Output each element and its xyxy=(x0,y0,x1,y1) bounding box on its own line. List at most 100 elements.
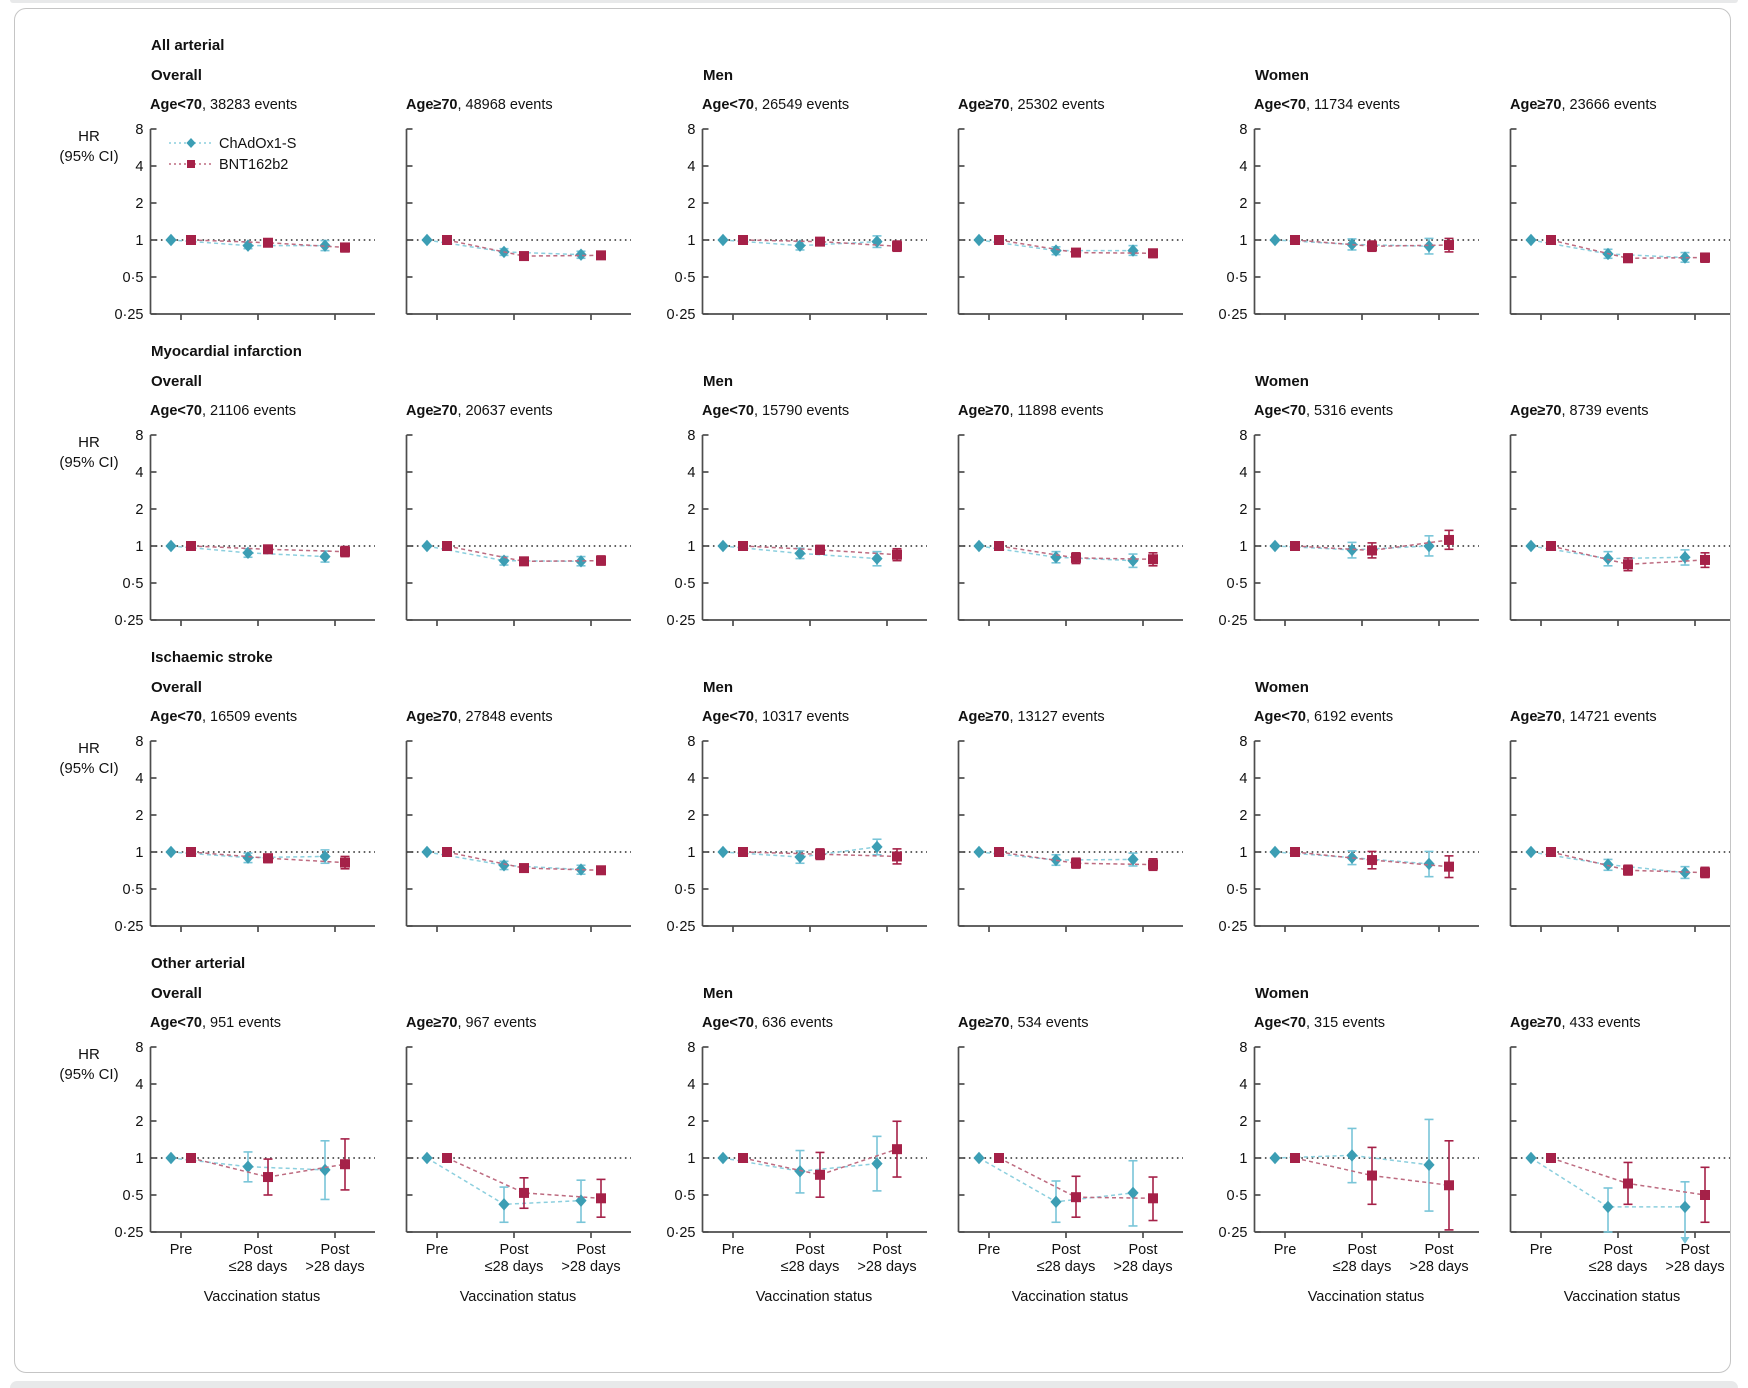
panel-header: Age≥70, 8739 events xyxy=(1509,403,1730,429)
panel-age-label: Age≥70 xyxy=(406,709,458,725)
x-tick-label: Post xyxy=(1128,1242,1157,1258)
marker-square-BNT162b2 xyxy=(519,1187,529,1198)
panel-header: Age<70, 26549 events xyxy=(701,97,927,123)
y-tick-label: 0·25 xyxy=(114,1225,143,1241)
x-tick-label: Post xyxy=(1051,1242,1080,1258)
marker-diamond-ChAdOx1-S xyxy=(421,539,433,553)
x-tick-label: ≤28 days xyxy=(1589,1259,1648,1275)
panel-age-label: Age<70 xyxy=(1254,403,1306,419)
chart-svg: 8 4 2 1 0·5 0·25 xyxy=(666,734,927,935)
marker-square-BNT162b2 xyxy=(1367,545,1377,556)
x-tick-label: >28 days xyxy=(561,1259,620,1275)
panel-header: Age<70, 15790 events xyxy=(701,403,927,429)
chart-panel: Age<70, 315 events 8 4 2 1 0·5 0·25 Pre Post ≤28 … xyxy=(1218,1015,1479,1305)
marker-square-BNT162b2 xyxy=(994,235,1004,245)
marker-square-BNT162b2 xyxy=(738,847,748,857)
panel-events-label: , 315 events xyxy=(1306,1015,1385,1031)
row-title: Other arterial xyxy=(151,955,246,972)
y-tick-label: 0·25 xyxy=(666,919,695,935)
y-tick-label: 8 xyxy=(135,734,143,750)
y-tick-label: 2 xyxy=(687,1114,695,1130)
y-axis-title: HR (95% CI) xyxy=(59,1046,119,1083)
y-tick-label: 8 xyxy=(687,1040,695,1056)
chart-panel: Age≥70, 967 events Pre Post ≤28 days Post >28… xyxy=(405,1015,631,1305)
marker-square-BNT162b2 xyxy=(1623,253,1633,264)
x-axis-title: Vaccination status xyxy=(1011,1289,1129,1305)
y-tick-label: 8 xyxy=(135,122,143,138)
marker-square-BNT162b2 xyxy=(442,235,452,245)
marker-diamond-ChAdOx1-S xyxy=(1602,858,1614,871)
x-axis-title: Vaccination status xyxy=(1563,1289,1681,1305)
group-title: Overall xyxy=(151,67,202,84)
marker-square-BNT162b2 xyxy=(340,242,350,253)
marker-square-BNT162b2 xyxy=(186,1153,196,1163)
marker-square-BNT162b2 xyxy=(1546,235,1556,245)
panel-events-label: , 13127 events xyxy=(1009,709,1105,725)
y-tick-label: 4 xyxy=(687,159,695,175)
marker-diamond-ChAdOx1-S xyxy=(1346,1149,1358,1162)
chart-svg: 8 4 2 1 0·5 0·25 xyxy=(666,428,927,629)
marker-diamond-ChAdOx1-S xyxy=(1679,1200,1691,1214)
marker-square-BNT162b2 xyxy=(738,1153,748,1163)
y-tick-label: 8 xyxy=(1239,122,1247,138)
x-tick-label: Pre xyxy=(722,1242,745,1258)
y-tick-label: 0·5 xyxy=(1227,576,1248,592)
chart-svg: 8 4 2 1 0·5 0·25 xyxy=(1218,428,1479,629)
group-title-line: Overall Men Women xyxy=(37,985,1730,1015)
panel-age-label: Age≥70 xyxy=(958,403,1010,419)
panel-header: Age≥70, 14721 events xyxy=(1509,709,1730,735)
x-axis-title: Vaccination status xyxy=(1307,1289,1425,1305)
marker-diamond-ChAdOx1-S xyxy=(242,1160,254,1173)
marker-square-BNT162b2 xyxy=(815,849,825,860)
y-tick-label: 0·25 xyxy=(1218,919,1247,935)
marker-square-BNT162b2 xyxy=(186,541,196,551)
panel-events-label: , 16509 events xyxy=(202,709,298,725)
y-tick-label: 8 xyxy=(1239,734,1247,750)
marker-square-BNT162b2 xyxy=(738,541,748,551)
marker-diamond-ChAdOx1-S xyxy=(1269,845,1281,859)
x-tick-label: Post xyxy=(1424,1242,1453,1258)
marker-square-BNT162b2 xyxy=(1071,552,1081,563)
chart-panel: Age<70, 21106 events 8 4 2 1 0·5 0·25 xyxy=(114,403,375,629)
chart-panel: Age≥70, 13127 events xyxy=(957,709,1183,935)
marker-square-BNT162b2 xyxy=(994,847,1004,857)
group-title: Overall xyxy=(151,679,202,696)
marker-diamond-ChAdOx1-S xyxy=(1050,551,1062,564)
y-tick-label: 0·5 xyxy=(675,270,696,286)
marker-square-BNT162b2 xyxy=(1367,1170,1377,1181)
panel-events-label: , 433 events xyxy=(1561,1015,1641,1031)
y-tick-label: 4 xyxy=(135,771,143,787)
y-tick-label: 4 xyxy=(1239,159,1247,175)
y-tick-label: 0·5 xyxy=(675,882,696,898)
marker-square-BNT162b2 xyxy=(1148,554,1158,565)
marker-square-BNT162b2 xyxy=(263,1172,273,1183)
x-tick-label: Pre xyxy=(978,1242,1001,1258)
y-tick-label: 4 xyxy=(135,1077,143,1093)
y-tick-label: 2 xyxy=(687,808,695,824)
adjacent-card-edge-top xyxy=(10,0,1738,3)
chart-svg xyxy=(957,128,1183,320)
y-tick-label: 0·5 xyxy=(1227,1188,1248,1204)
marker-diamond-ChAdOx1-S xyxy=(1525,1151,1537,1165)
series-line-BNT162b2 xyxy=(998,1157,1154,1200)
chart-grid: All arterial Overall Men Women HR (95% CI) Age… xyxy=(37,37,1730,1305)
marker-square-BNT162b2 xyxy=(1071,1192,1081,1203)
row-title: Myocardial infarction xyxy=(151,343,302,360)
marker-diamond-ChAdOx1-S xyxy=(1525,845,1537,859)
y-tick-label: 0·25 xyxy=(114,919,143,935)
panel-age-label: Age≥70 xyxy=(958,709,1010,725)
marker-diamond-ChAdOx1-S xyxy=(319,550,331,563)
panel-header: Age≥70, 23666 events xyxy=(1509,97,1730,123)
panel-header: Age<70, 636 events xyxy=(701,1015,927,1041)
marker-square-BNT162b2 xyxy=(1071,858,1081,869)
chart-svg: 8 4 2 1 0·5 0·25 xyxy=(1218,122,1479,323)
y-tick-label: 0·25 xyxy=(666,1225,695,1241)
panel-age-label: Age≥70 xyxy=(406,97,458,113)
row-body: HR (95% CI) Age<70, 951 events 8 4 2 1 0·5 0·25 P… xyxy=(37,1015,1730,1305)
chart-svg: 8 4 2 1 0·5 0·25 ChAdOx1-S BNT162b2 xyxy=(114,122,375,323)
marker-diamond-ChAdOx1-S xyxy=(1602,552,1614,565)
marker-square-BNT162b2 xyxy=(596,250,606,261)
group-title: Women xyxy=(1255,67,1309,84)
group-title: Women xyxy=(1255,373,1309,390)
panel-events-label: , 8739 events xyxy=(1561,403,1649,419)
